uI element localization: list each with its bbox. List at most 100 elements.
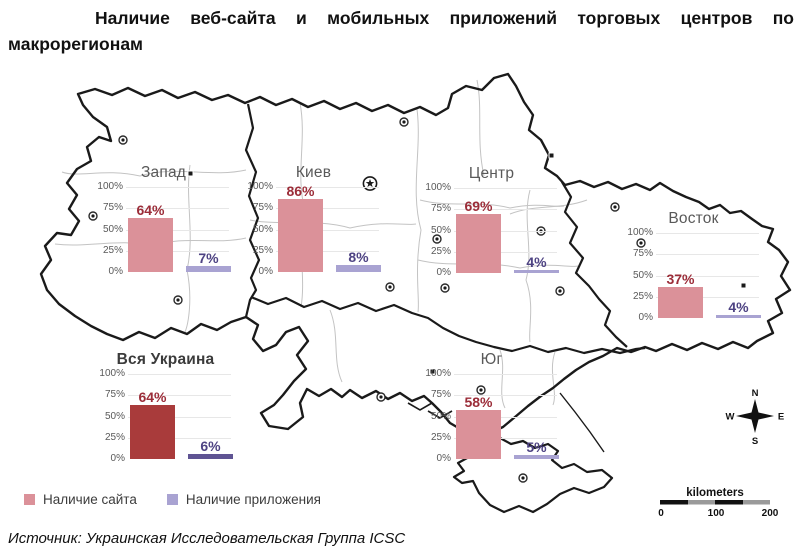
legend-swatch-app-icon: [166, 494, 178, 505]
y-axis-tick: 100%: [247, 181, 273, 192]
border-center-east: [561, 181, 628, 348]
gridline: [128, 416, 231, 418]
y-axis-tick: 25%: [430, 431, 451, 443]
bar-app-value-label: 4%: [526, 253, 547, 270]
y-axis-tick: 75%: [252, 202, 273, 214]
gridline: [126, 250, 229, 252]
bar-app-value-label: 6%: [200, 437, 221, 454]
y-axis-tick: 0%: [258, 266, 273, 277]
y-axis-tick: 75%: [430, 389, 451, 401]
bar-app: [514, 269, 559, 273]
kyiv-star-icon: [362, 176, 378, 191]
gridline: [126, 187, 229, 188]
bar-site: [456, 409, 501, 459]
y-axis-tick: 50%: [430, 224, 451, 236]
y-axis-tick: 100%: [99, 368, 125, 379]
compass-rose-icon: N S W E: [726, 388, 785, 447]
gridline: [454, 251, 557, 253]
gridline: [128, 374, 231, 375]
scale-bar-label: kilometers: [686, 487, 744, 499]
scale-tick-0: 0: [658, 508, 664, 519]
y-axis-tick: 0%: [436, 267, 451, 278]
chart-6: Вся Украина 100% 75% 50% 25% 0% 64% 6%: [98, 351, 233, 466]
y-axis-tick: 100%: [425, 368, 451, 379]
chart-region-title: Центр: [468, 165, 515, 182]
gridline: [656, 254, 759, 256]
bar-site: [130, 404, 175, 459]
bar-site-value-label: 86%: [286, 182, 315, 199]
y-axis-tick: 25%: [632, 290, 653, 302]
gridline: [276, 250, 379, 252]
compass-label-s: S: [752, 436, 758, 447]
bar-site: [658, 286, 703, 318]
y-axis-tick: 50%: [632, 269, 653, 281]
ukraine-outline: [39, 72, 792, 444]
bar-site: [278, 198, 323, 272]
chart-region-title: Киев: [295, 164, 332, 181]
bar-app-value-label: 4%: [728, 298, 749, 315]
macroregion-borders: [244, 103, 646, 355]
legend-swatch-site-icon: [24, 494, 35, 505]
bar-app: [188, 453, 233, 459]
arabat-spit: [559, 392, 605, 453]
gridline: [454, 188, 557, 189]
bar-app: [336, 265, 381, 272]
y-axis-tick: 25%: [430, 245, 451, 257]
chart-region-title: Вся Украина: [116, 351, 215, 368]
gridline: [656, 233, 759, 234]
chart-region-title: Юг: [480, 351, 503, 368]
gridline: [454, 209, 557, 211]
y-axis-tick: 100%: [627, 227, 653, 238]
bar-site-value-label: 69%: [464, 198, 493, 215]
gridline: [276, 208, 379, 210]
y-axis-tick: 75%: [104, 389, 125, 401]
chart-region-title: Запад: [140, 164, 187, 181]
y-axis-tick: 0%: [110, 453, 125, 464]
gridline: [126, 208, 229, 210]
chart-region-title: Восток: [668, 210, 719, 227]
bar-site: [128, 217, 173, 272]
y-axis-tick: 100%: [425, 182, 451, 193]
gridline: [454, 374, 557, 375]
chart-2: Киев 100% 75% 50% 25% 0% 86% 8%: [246, 164, 381, 279]
bar-app-value-label: 5%: [526, 438, 547, 455]
compass-label-e: E: [778, 412, 784, 423]
bar-app-value-label: 7%: [198, 250, 219, 267]
gridline: [276, 229, 379, 231]
bar-app: [186, 266, 231, 272]
scale-tick-200: 200: [762, 508, 779, 519]
bar-site-value-label: 37%: [666, 270, 695, 287]
bar-site-value-label: 58%: [464, 393, 493, 410]
chart-4: Восток 100% 75% 50% 25% 0% 37% 4%: [626, 210, 761, 325]
y-axis-tick: 50%: [102, 223, 123, 235]
chart-1: Запад 100% 75% 50% 25% 0% 64% 7%: [96, 164, 231, 279]
y-axis-tick: 25%: [104, 431, 125, 443]
bar-site-value-label: 64%: [136, 201, 165, 218]
compass-label-n: N: [752, 388, 759, 399]
gridline: [276, 187, 379, 188]
y-axis-tick: 0%: [638, 312, 653, 323]
gridline: [128, 437, 231, 439]
page-title: Наличие веб-сайта и мобильных приложений…: [8, 8, 794, 55]
gridline: [126, 229, 229, 231]
gridline: [454, 230, 557, 232]
y-axis-tick: 0%: [436, 453, 451, 464]
bar-app-value-label: 8%: [348, 249, 369, 266]
crimea-outline: [452, 435, 614, 514]
y-axis-tick: 50%: [430, 410, 451, 422]
bar-app: [514, 454, 559, 459]
bar-site: [456, 214, 501, 273]
gridline: [656, 296, 759, 298]
gridline: [128, 395, 231, 397]
y-axis-tick: 50%: [104, 410, 125, 422]
gridline: [454, 395, 557, 397]
y-axis-tick: 25%: [252, 244, 273, 256]
gridline: [454, 437, 557, 439]
legend-label-app: Наличие приложения: [185, 492, 321, 507]
y-axis-tick: 75%: [430, 203, 451, 215]
legend-label-site: Наличие сайта: [43, 492, 137, 507]
gridline: [454, 416, 557, 418]
bar-site-value-label: 64%: [138, 388, 167, 405]
